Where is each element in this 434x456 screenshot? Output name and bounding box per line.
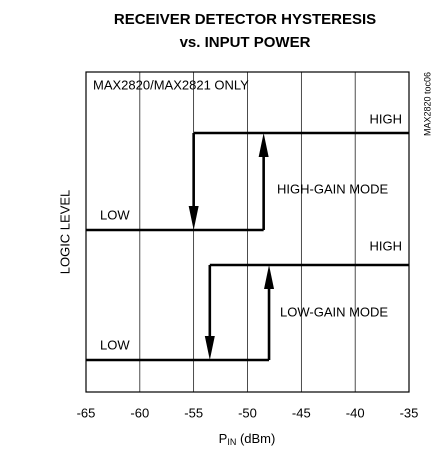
x-tick-label: -55 xyxy=(184,405,203,420)
x-tick-label: -35 xyxy=(400,405,419,420)
side-note: MAX2820 toc06 xyxy=(422,72,432,136)
mode-label: LOW-GAIN MODE xyxy=(280,304,388,319)
low-label: LOW xyxy=(100,207,130,222)
chart-title: RECEIVER DETECTOR HYSTERESIS xyxy=(114,11,376,28)
arrow-head xyxy=(188,206,199,230)
chart-title: vs. INPUT POWER xyxy=(180,34,311,51)
x-label-main: P xyxy=(219,431,228,446)
arrow-head xyxy=(204,336,215,360)
arrow-head xyxy=(258,133,269,157)
high-label: HIGH xyxy=(370,238,403,253)
x-tick-label: -50 xyxy=(238,405,257,420)
high-label: HIGH xyxy=(370,111,403,126)
arrow-head xyxy=(264,265,275,289)
y-axis-label: LOGIC LEVEL xyxy=(57,190,72,275)
low-label: LOW xyxy=(100,337,130,352)
x-tick-label: -60 xyxy=(130,405,149,420)
annotation: MAX2820/MAX2821 ONLY xyxy=(93,77,249,92)
x-tick-label: -45 xyxy=(292,405,311,420)
mode-label: HIGH-GAIN MODE xyxy=(277,181,389,196)
x-tick-label: -40 xyxy=(346,405,365,420)
x-axis-label: PIN (dBm) xyxy=(219,431,276,447)
x-label-sub: IN xyxy=(227,437,236,447)
x-tick-label: -65 xyxy=(77,405,96,420)
x-label-unit: (dBm) xyxy=(236,431,275,446)
